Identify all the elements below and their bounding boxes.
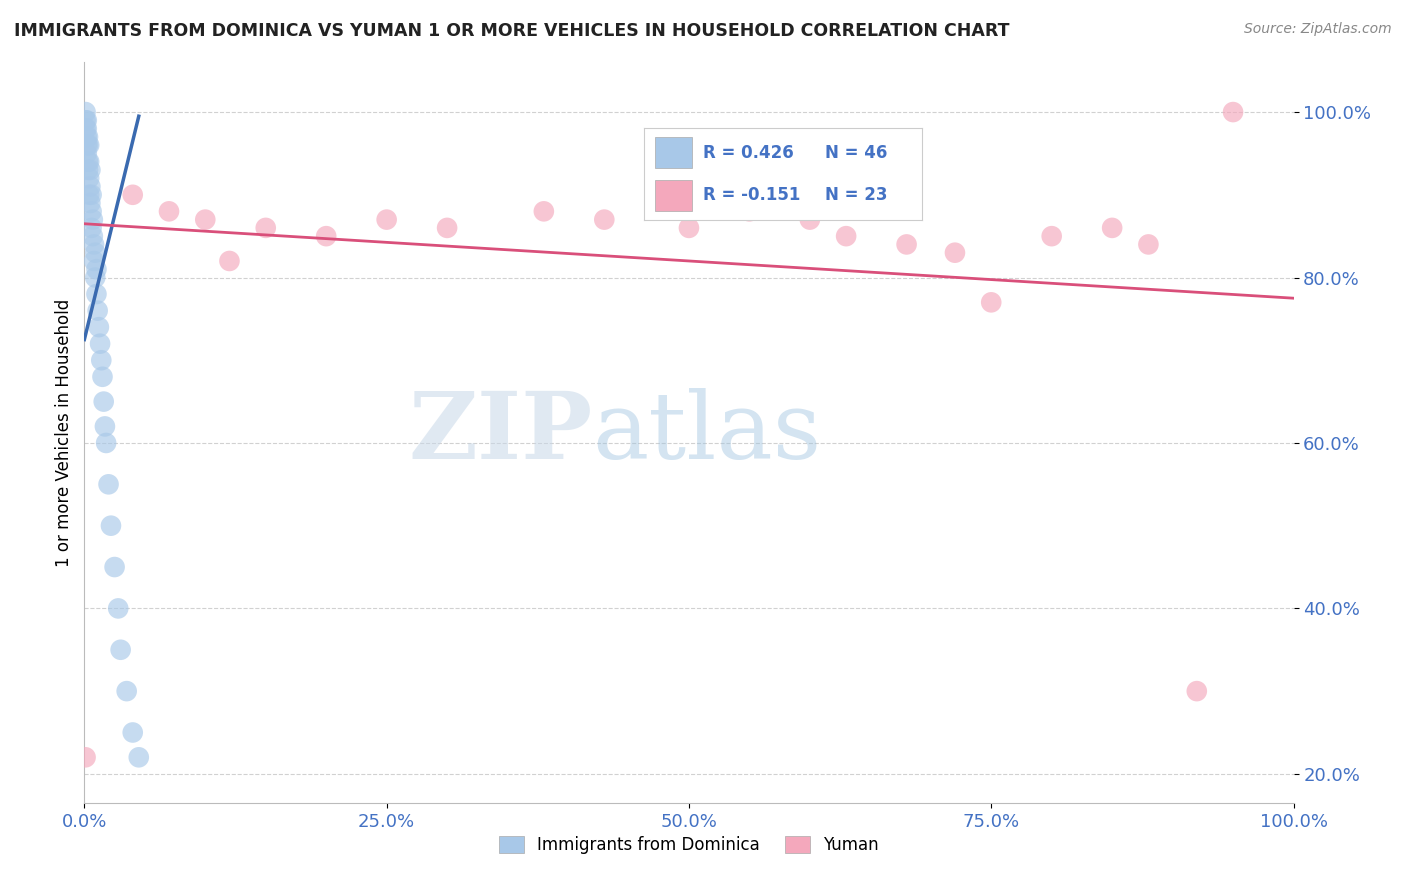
Point xyxy=(678,220,700,235)
Point xyxy=(86,303,108,318)
Bar xyxy=(655,179,692,211)
Point xyxy=(91,369,114,384)
Point xyxy=(77,187,100,202)
Point xyxy=(77,129,100,144)
Point xyxy=(157,204,180,219)
Point xyxy=(254,220,277,235)
Point xyxy=(79,196,101,211)
Point xyxy=(104,560,127,574)
Text: R = -0.151: R = -0.151 xyxy=(703,186,800,204)
Point xyxy=(77,154,100,169)
Point xyxy=(76,146,98,161)
Point xyxy=(90,353,112,368)
Point xyxy=(128,750,150,764)
Point xyxy=(97,477,120,491)
Point xyxy=(80,204,103,219)
Bar xyxy=(655,136,692,169)
Point xyxy=(84,270,107,285)
Point xyxy=(121,187,143,202)
Text: atlas: atlas xyxy=(592,388,821,477)
Point xyxy=(76,113,98,128)
Point xyxy=(75,113,97,128)
Point xyxy=(80,187,103,202)
Point xyxy=(83,237,105,252)
Point xyxy=(86,262,108,277)
Text: Source: ZipAtlas.com: Source: ZipAtlas.com xyxy=(1244,22,1392,37)
Point xyxy=(1185,684,1208,698)
Point xyxy=(375,212,398,227)
Point xyxy=(94,436,117,450)
Point xyxy=(83,254,105,268)
Point xyxy=(93,394,115,409)
Point xyxy=(1222,105,1244,120)
Point xyxy=(436,220,458,235)
Point xyxy=(218,254,240,268)
Point xyxy=(107,601,129,615)
Point xyxy=(194,212,217,227)
Point xyxy=(76,138,98,153)
Point xyxy=(89,336,111,351)
Point xyxy=(77,163,100,178)
Point xyxy=(799,212,821,227)
Point xyxy=(593,212,616,227)
Point xyxy=(1137,237,1160,252)
Point xyxy=(100,518,122,533)
Point xyxy=(77,138,100,153)
Y-axis label: 1 or more Vehicles in Household: 1 or more Vehicles in Household xyxy=(55,299,73,566)
Point xyxy=(84,245,107,260)
Point xyxy=(835,229,858,244)
Point xyxy=(121,725,143,739)
Point xyxy=(94,419,117,434)
Point xyxy=(115,684,138,698)
Point xyxy=(77,171,100,186)
Point xyxy=(87,320,110,334)
Text: R = 0.426: R = 0.426 xyxy=(703,144,793,161)
Point xyxy=(738,204,761,219)
Point xyxy=(315,229,337,244)
Legend: Immigrants from Dominica, Yuman: Immigrants from Dominica, Yuman xyxy=(492,830,886,861)
Point xyxy=(76,121,98,136)
Point xyxy=(77,138,100,153)
Point xyxy=(533,204,555,219)
Point xyxy=(79,179,101,194)
Text: N = 23: N = 23 xyxy=(825,186,887,204)
Point xyxy=(75,121,97,136)
Point xyxy=(86,287,108,301)
Point xyxy=(896,237,918,252)
Point xyxy=(80,220,103,235)
Text: ZIP: ZIP xyxy=(408,388,592,477)
Point xyxy=(76,129,98,144)
Point xyxy=(1040,229,1063,244)
Point xyxy=(1101,220,1123,235)
Point xyxy=(980,295,1002,310)
Point xyxy=(75,105,97,120)
Point xyxy=(75,750,97,764)
Point xyxy=(110,642,132,657)
Point xyxy=(82,229,104,244)
Point xyxy=(79,163,101,178)
Text: N = 46: N = 46 xyxy=(825,144,887,161)
Point xyxy=(943,245,966,260)
Text: IMMIGRANTS FROM DOMINICA VS YUMAN 1 OR MORE VEHICLES IN HOUSEHOLD CORRELATION CH: IMMIGRANTS FROM DOMINICA VS YUMAN 1 OR M… xyxy=(14,22,1010,40)
Point xyxy=(82,212,104,227)
Point xyxy=(77,154,100,169)
